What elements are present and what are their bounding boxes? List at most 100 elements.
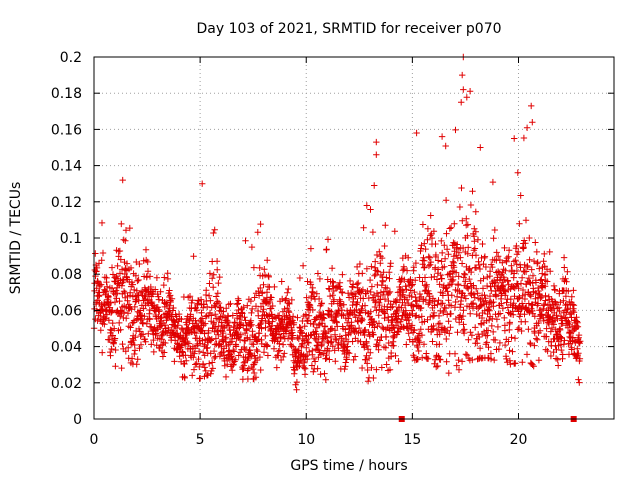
data-point — [460, 321, 467, 328]
data-point — [485, 316, 493, 324]
data-point — [467, 329, 474, 336]
data-point — [314, 365, 321, 372]
data-point — [136, 260, 143, 268]
data-point — [332, 358, 339, 365]
data-point — [330, 296, 338, 303]
data-point — [505, 338, 512, 345]
data-point — [294, 314, 301, 321]
data-point — [529, 119, 536, 126]
data-point — [461, 292, 468, 299]
data-point — [570, 309, 578, 316]
data-point — [380, 269, 387, 276]
data-point — [304, 317, 312, 324]
data-point — [467, 310, 474, 317]
data-point — [446, 271, 453, 278]
data-point — [99, 349, 106, 356]
data-point — [256, 353, 264, 361]
data-point — [304, 355, 311, 363]
data-point — [193, 307, 201, 314]
data-point — [512, 257, 519, 264]
data-point — [554, 356, 561, 363]
data-point — [161, 349, 168, 356]
data-point — [103, 311, 111, 318]
data-point — [202, 367, 209, 375]
data-point — [309, 351, 316, 358]
y-tick-label: 0.02 — [51, 376, 82, 392]
data-point — [195, 355, 202, 363]
data-point — [535, 319, 542, 327]
data-point — [377, 260, 384, 267]
data-point — [435, 266, 442, 273]
data-point — [98, 281, 105, 288]
data-point — [174, 322, 181, 329]
data-point — [187, 311, 194, 318]
data-point — [458, 99, 465, 106]
y-tick-label: 0.16 — [51, 122, 82, 138]
data-point — [535, 357, 543, 364]
data-point — [336, 279, 344, 286]
data-point — [387, 353, 395, 360]
data-point — [552, 355, 560, 362]
data-point — [557, 334, 564, 341]
data-point — [355, 324, 363, 332]
data-point — [298, 343, 305, 350]
data-point — [366, 276, 374, 284]
data-point — [289, 332, 297, 339]
x-tick-label: 5 — [196, 432, 205, 448]
data-point — [132, 272, 140, 279]
data-point — [178, 348, 186, 355]
data-point — [99, 249, 107, 257]
data-point — [142, 246, 150, 253]
data-point — [425, 301, 432, 308]
data-point — [109, 319, 116, 327]
data-point — [441, 242, 448, 249]
data-point — [552, 301, 560, 308]
data-point — [437, 271, 444, 279]
data-point — [417, 304, 425, 312]
data-point — [346, 277, 354, 285]
data-point — [116, 297, 123, 305]
x-tick-label: 0 — [90, 432, 99, 448]
data-point — [166, 287, 173, 294]
data-point — [573, 318, 581, 325]
data-point — [240, 304, 247, 311]
data-point — [262, 332, 269, 340]
data-point — [146, 316, 153, 323]
data-point — [466, 88, 474, 95]
data-point — [212, 303, 219, 310]
data-point — [430, 228, 438, 235]
data-point — [346, 350, 353, 357]
axis-ticks — [93, 56, 614, 420]
data-point — [133, 361, 140, 368]
data-point — [527, 340, 534, 348]
data-point — [570, 287, 577, 294]
data-point — [452, 269, 460, 276]
data-point — [526, 291, 534, 298]
data-point — [387, 260, 394, 267]
data-point — [232, 343, 240, 350]
data-point — [376, 248, 383, 255]
data-point — [504, 277, 511, 285]
data-point — [528, 266, 535, 273]
data-point — [202, 320, 209, 327]
data-point — [451, 350, 459, 357]
data-point — [471, 245, 479, 252]
data-point — [153, 324, 161, 332]
data-point — [489, 178, 497, 186]
data-point — [385, 339, 392, 347]
data-point — [112, 363, 119, 370]
data-point — [352, 314, 359, 321]
data-point — [375, 320, 383, 327]
data-point — [329, 343, 336, 350]
data-point — [307, 332, 314, 339]
data-point — [520, 134, 528, 142]
data-point — [235, 297, 242, 304]
data-point — [544, 278, 551, 285]
data-point — [347, 329, 354, 337]
data-point — [326, 286, 333, 293]
data-point — [118, 364, 125, 372]
data-point — [220, 308, 227, 315]
data-point — [443, 335, 450, 343]
data-point — [464, 250, 471, 257]
data-point — [259, 308, 267, 316]
